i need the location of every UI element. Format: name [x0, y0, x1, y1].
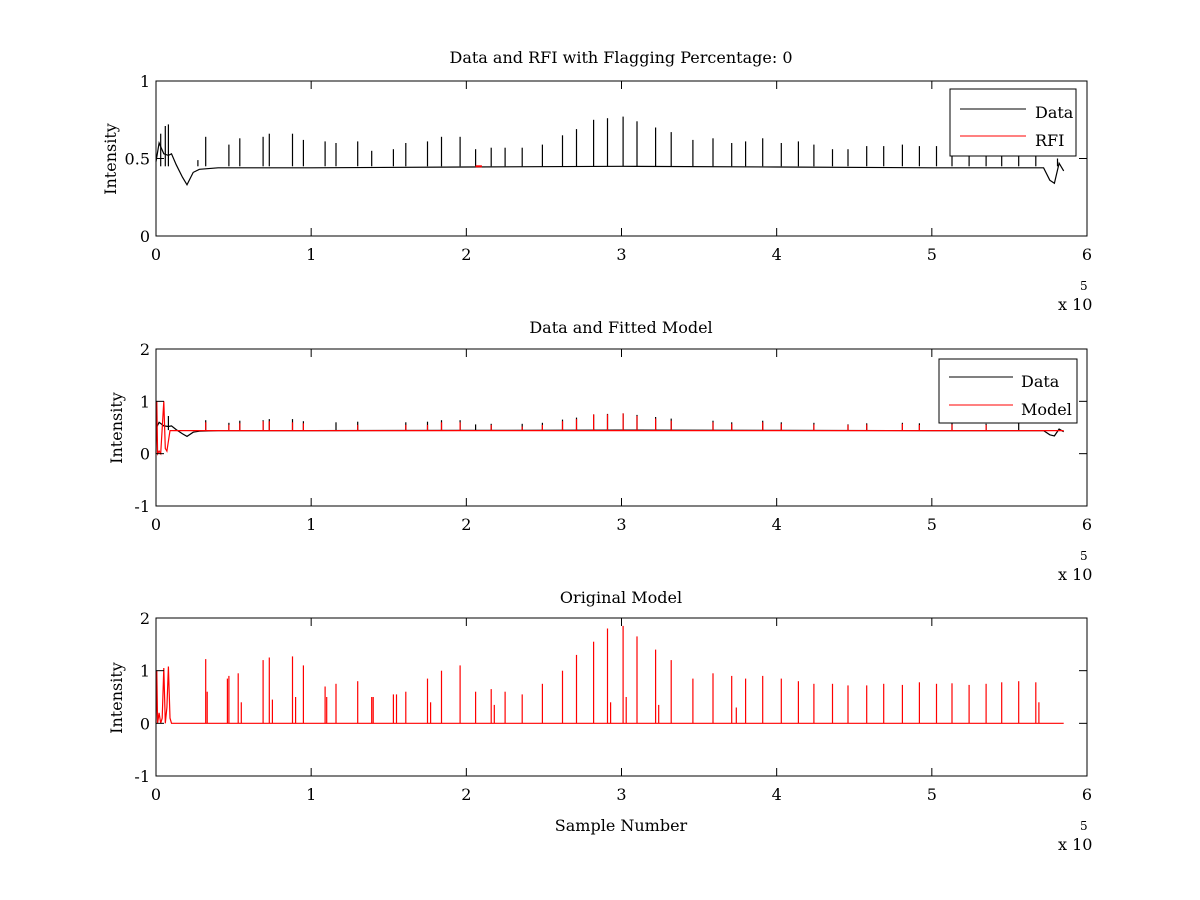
- x-tick-label: 1: [306, 245, 316, 264]
- series-line: [155, 140, 1065, 187]
- legend: Data RFI: [949, 88, 1077, 157]
- series-model-0: [155, 625, 1064, 724]
- x-scale-exponent: 5: [1080, 549, 1088, 563]
- legend-label-data: Data: [1021, 372, 1060, 391]
- x-scale-exponent: 5: [1080, 819, 1088, 833]
- legend-box: [949, 88, 1077, 157]
- x-scale-label: x 10: [1058, 835, 1092, 854]
- x-tick-label: 2: [461, 245, 471, 264]
- legend: Data Model: [938, 358, 1078, 424]
- y-tick-label: 0: [140, 714, 150, 733]
- x-tick-label: 3: [616, 515, 626, 534]
- legend-label-rfi: RFI: [1035, 131, 1064, 150]
- x-tick-label: 2: [461, 785, 471, 804]
- subplot-title: Original Model: [560, 588, 682, 607]
- x-tick-label: 0: [151, 245, 161, 264]
- x-axis-label: Sample Number: [555, 816, 688, 835]
- y-axis-label: Intensity: [107, 662, 126, 734]
- x-scale-label: x 10: [1058, 565, 1092, 584]
- subplot-original-model: Original Model Intensity Sample Number x…: [107, 588, 1092, 854]
- y-axis-label: Intensity: [107, 392, 126, 464]
- subplot-title: Data and Fitted Model: [529, 318, 712, 337]
- subplot-title: Data and RFI with Flagging Percentage: 0: [449, 48, 792, 67]
- y-tick-label: 2: [140, 609, 150, 628]
- x-scale-label: x 10: [1058, 295, 1092, 314]
- y-tick-label: -1: [134, 497, 150, 516]
- legend-label-data: Data: [1035, 103, 1074, 122]
- y-axis-label: Intensity: [101, 123, 120, 195]
- series-line: [155, 401, 1064, 456]
- series-layer: [155, 625, 1064, 724]
- tick-layer: 0 1 2 3 4 5 6 0 0.5 1: [125, 72, 1093, 264]
- x-tick-label: 4: [772, 515, 782, 534]
- x-tick-label: 6: [1082, 515, 1092, 534]
- x-tick-label: 3: [616, 785, 626, 804]
- x-tick-label: 1: [306, 785, 316, 804]
- y-tick-label: 2: [140, 340, 150, 359]
- y-tick-label: 1: [140, 72, 150, 91]
- y-tick-label: 0.5: [125, 150, 150, 169]
- x-tick-label: 4: [772, 785, 782, 804]
- x-tick-label: 3: [616, 245, 626, 264]
- legend-box: [938, 358, 1078, 424]
- y-tick-label: 1: [140, 662, 150, 681]
- x-scale-exponent: 5: [1080, 279, 1088, 293]
- series-layer: [155, 401, 1064, 456]
- series-model-1: [155, 401, 1064, 456]
- x-tick-label: 6: [1082, 785, 1092, 804]
- x-tick-label: 5: [927, 785, 937, 804]
- subplot-data-and-fitted-model: Data and Fitted Model Intensity x 10 5 0…: [107, 318, 1092, 584]
- y-tick-label: 0: [140, 445, 150, 464]
- legend-label-model: Model: [1021, 400, 1072, 419]
- x-tick-label: 0: [151, 515, 161, 534]
- y-tick-label: -1: [134, 767, 150, 786]
- x-tick-label: 2: [461, 515, 471, 534]
- y-tick-label: 0: [140, 227, 150, 246]
- x-tick-label: 5: [927, 515, 937, 534]
- x-tick-label: 4: [772, 245, 782, 264]
- y-tick-label: 1: [140, 392, 150, 411]
- x-tick-label: 1: [306, 515, 316, 534]
- x-tick-label: 5: [927, 245, 937, 264]
- subplot-data-and-rfi: Data and RFI with Flagging Percentage: 0…: [101, 48, 1092, 314]
- x-tick-label: 0: [151, 785, 161, 804]
- x-tick-label: 6: [1082, 245, 1092, 264]
